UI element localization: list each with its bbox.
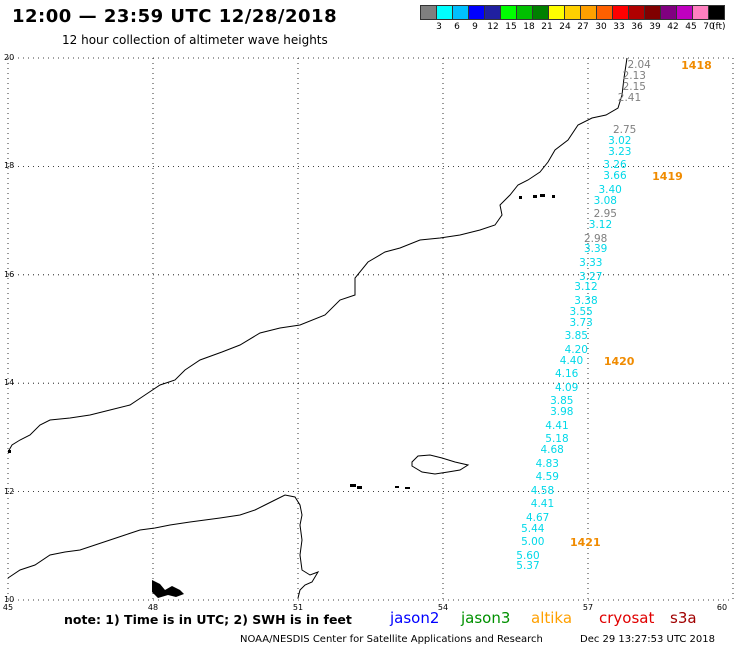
wave-height-value: 4.59	[535, 471, 559, 484]
latitude-label: 12	[4, 486, 15, 496]
wave-height-value: 4.58	[530, 484, 555, 497]
islets	[8, 194, 555, 598]
wave-height-value: 2.75	[612, 124, 637, 137]
wave-height-value: 5.00	[521, 536, 545, 549]
pass-time-label: 1421	[570, 536, 601, 550]
wave-height-value: 3.33	[579, 256, 603, 269]
wave-height-value: 3.12	[588, 219, 613, 232]
colorbar-label: 36	[631, 22, 643, 32]
wave-height-value: 3.40	[598, 183, 622, 196]
wave-height-value: 4.16	[554, 368, 579, 381]
wave-height-value: 4.83	[535, 457, 559, 470]
wave-height-value: 3.39	[583, 243, 608, 256]
grid-lines	[7, 57, 734, 601]
pass-time-label: 1420	[603, 354, 635, 368]
pass-time-label: 1419	[652, 170, 683, 184]
wave-height-value: 2.95	[593, 208, 617, 221]
wave-height-value: 5.44	[521, 522, 545, 535]
satellite-legend-jason2: jason2	[390, 609, 440, 627]
colorbar-label: 33	[613, 22, 625, 32]
colorbar-unit: (ft)	[712, 22, 726, 32]
colorbar-label: 9	[472, 22, 478, 32]
coastline-somalia	[7, 494, 320, 599]
wave-height-value: 5.60	[516, 549, 540, 562]
wave-height-value: 2.15	[622, 80, 646, 93]
colorbar-label: 24	[559, 22, 571, 32]
wave-height-value: 4.41	[530, 498, 555, 511]
wave-height-value: 4.41	[545, 419, 569, 432]
wave-height-value: 3.12	[574, 281, 598, 294]
wave-height-value: 4.67	[525, 511, 550, 524]
wave-height-value: 2.13	[622, 69, 646, 82]
longitude-label: 45	[2, 603, 14, 612]
wave-height-value: 5.18	[545, 433, 569, 446]
note-text: note: 1) Time is in UTC; 2) SWH is in fe…	[64, 612, 352, 627]
wave-height-value: 3.38	[574, 294, 598, 307]
longitude-label: 60	[716, 603, 728, 612]
colorbar-label: 21	[541, 22, 553, 32]
latitude-label: 14	[4, 378, 15, 388]
coastline-arabia	[7, 57, 628, 453]
wave-height-value: 2.04	[627, 59, 651, 72]
colorbar-label: 18	[523, 22, 535, 32]
wave-height-value: 2.98	[583, 232, 608, 245]
colorbar-label: 39	[649, 22, 661, 32]
island-socotra	[411, 454, 470, 475]
colorbar-label: 70	[703, 22, 715, 32]
satellite-legend-s3a: s3a	[670, 609, 697, 627]
wave-height-value: 3.55	[569, 305, 593, 318]
satellite-legend-altika: altika	[531, 609, 573, 627]
colorbar-label: 3	[436, 22, 442, 32]
map-subtitle: 12 hour collection of altimeter wave hei…	[62, 33, 328, 47]
latitude-label: 10	[4, 595, 15, 604]
wave-height-value: 4.68	[540, 443, 564, 456]
wave-height-value: 3.26	[603, 159, 627, 172]
latitude-label: 20	[4, 53, 15, 62]
footer-timestamp: Dec 29 13:27:53 UTC 2018	[580, 634, 715, 645]
footer-credit: NOAA/NESDIS Center for Satellite Applica…	[240, 634, 543, 645]
longitude-label: 57	[582, 603, 594, 612]
latitude-label: 16	[4, 269, 15, 279]
wave-height-value: 3.02	[608, 135, 632, 147]
wave-height-value: 4.40	[559, 354, 584, 367]
wave-height-value: 3.27	[579, 270, 603, 283]
satellite-legend-jason3: jason3	[461, 609, 511, 627]
colorbar-label: 27	[577, 22, 589, 32]
pass-time-label: 1418	[681, 59, 712, 73]
colorbar-label: 6	[454, 22, 460, 32]
longitude-label: 48	[147, 603, 159, 612]
wave-height-value: 3.23	[608, 145, 632, 158]
wave-height-value: 3.66	[603, 170, 627, 183]
colorbar-label: 45	[685, 22, 697, 32]
satellite-legend-cryosat: cryosat	[599, 609, 655, 627]
longitude-label: 51	[292, 603, 304, 612]
wave-height-value: 3.85	[564, 330, 588, 343]
wave-height-value: 3.08	[593, 194, 617, 207]
colorbar-label: 42	[667, 22, 679, 32]
longitude-label: 54	[437, 603, 449, 612]
wave-height-value: 3.85	[550, 395, 574, 408]
wave-height-value: 3.73	[569, 316, 593, 329]
colorbar-cell	[708, 5, 725, 20]
colorbar-label: 15	[505, 22, 517, 32]
map-title: 12:00 — 23:59 UTC 12/28/2018	[12, 6, 338, 27]
colorbar-label: 30	[595, 22, 607, 32]
wave-height-value: 4.09	[554, 381, 579, 394]
colorbar-label: 12	[487, 22, 499, 32]
latitude-label: 18	[4, 161, 15, 171]
wave-height-value: 4.20	[564, 343, 588, 356]
wave-height-value: 2.41	[617, 91, 642, 104]
wave-height-value: 5.37	[516, 560, 540, 573]
wave-height-value: 3.98	[550, 406, 574, 418]
